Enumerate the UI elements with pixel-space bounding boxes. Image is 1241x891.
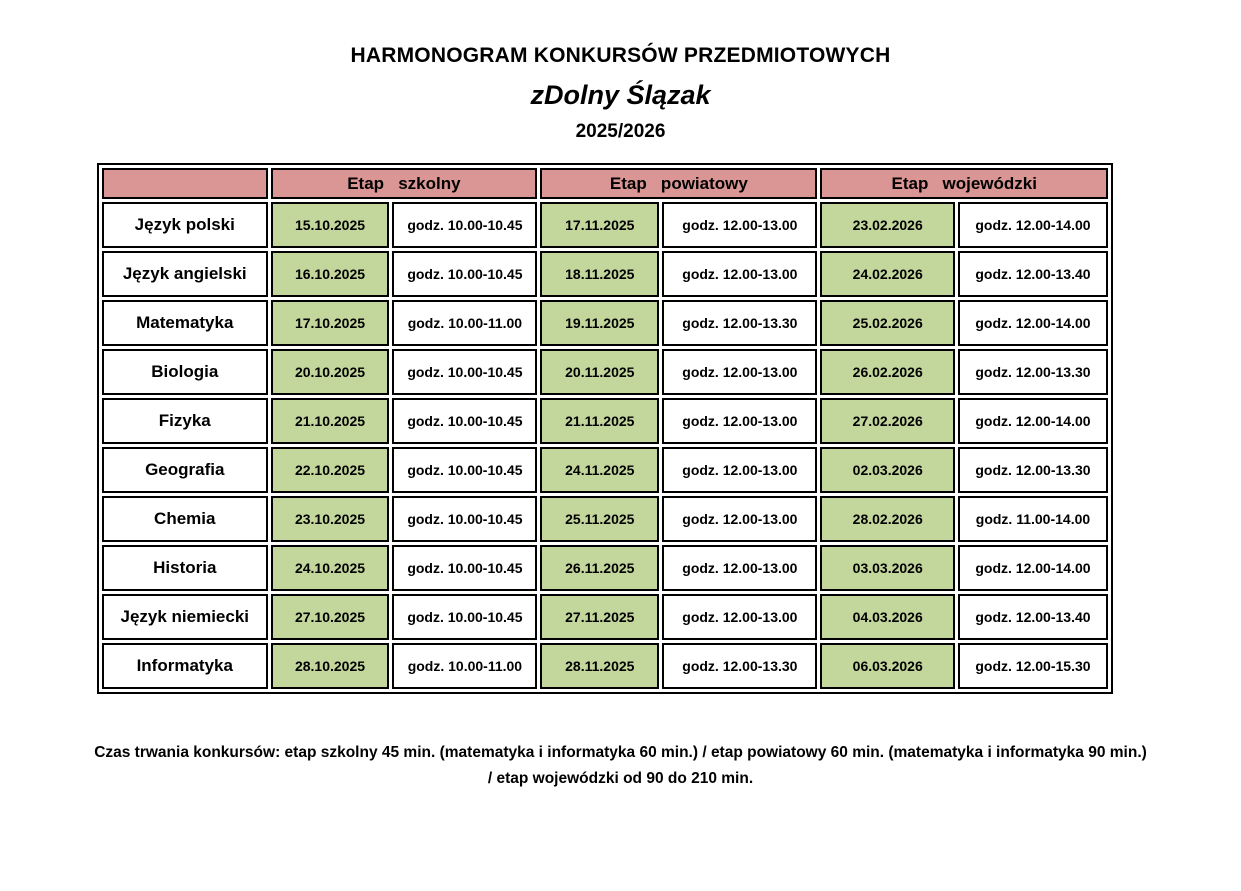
province-date-cell: 25.02.2026	[820, 300, 955, 346]
province-date-cell: 03.03.2026	[820, 545, 955, 591]
table-row: Język polski 15.10.2025 godz. 10.00-10.4…	[102, 202, 1108, 248]
district-date-cell: 24.11.2025	[540, 447, 660, 493]
school-date-cell: 23.10.2025	[270, 496, 390, 542]
document-page: HARMONOGRAM KONKURSÓW PRZEDMIOTOWYCH zDo…	[0, 44, 1241, 792]
heading-block: HARMONOGRAM KONKURSÓW PRZEDMIOTOWYCH zDo…	[0, 44, 1241, 143]
district-date-cell: 17.11.2025	[540, 202, 660, 248]
province-time-cell: godz. 12.00-14.00	[957, 300, 1108, 346]
school-date-cell: 24.10.2025	[270, 545, 390, 591]
subject-cell: Biologia	[102, 349, 268, 395]
district-time-cell: godz. 12.00-13.00	[662, 251, 818, 297]
subject-cell: Język angielski	[102, 251, 268, 297]
province-time-cell: godz. 12.00-14.00	[957, 398, 1108, 444]
district-time-cell: godz. 12.00-13.30	[662, 643, 818, 689]
district-time-cell: godz. 12.00-13.00	[662, 202, 818, 248]
province-date-cell: 06.03.2026	[820, 643, 955, 689]
district-date-cell: 20.11.2025	[540, 349, 660, 395]
province-date-cell: 28.02.2026	[820, 496, 955, 542]
school-time-cell: godz. 10.00-10.45	[392, 496, 538, 542]
province-date-cell: 24.02.2026	[820, 251, 955, 297]
schedule-table: Etap szkolny Etap powiatowy Etap wojewód…	[97, 163, 1113, 694]
district-time-cell: godz. 12.00-13.00	[662, 545, 818, 591]
school-date-cell: 15.10.2025	[270, 202, 390, 248]
province-time-cell: godz. 12.00-13.30	[957, 349, 1108, 395]
table-row: Geografia 22.10.2025 godz. 10.00-10.45 2…	[102, 447, 1108, 493]
subject-cell: Geografia	[102, 447, 268, 493]
table-row: Chemia 23.10.2025 godz. 10.00-10.45 25.1…	[102, 496, 1108, 542]
school-time-cell: godz. 10.00-10.45	[392, 349, 538, 395]
table-row: Fizyka 21.10.2025 godz. 10.00-10.45 21.1…	[102, 398, 1108, 444]
table-row: Historia 24.10.2025 godz. 10.00-10.45 26…	[102, 545, 1108, 591]
district-date-cell: 19.11.2025	[540, 300, 660, 346]
duration-note-line1: Czas trwania konkursów: etap szkolny 45 …	[94, 744, 1147, 761]
duration-note-line2: / etap wojewódzki od 90 do 210 min.	[487, 770, 754, 787]
district-time-cell: godz. 12.00-13.00	[662, 496, 818, 542]
school-date-cell: 27.10.2025	[270, 594, 390, 640]
district-time-cell: godz. 12.00-13.00	[662, 594, 818, 640]
school-date-cell: 17.10.2025	[270, 300, 390, 346]
table-row: Informatyka 28.10.2025 godz. 10.00-11.00…	[102, 643, 1108, 689]
table-row: Język niemiecki 27.10.2025 godz. 10.00-1…	[102, 594, 1108, 640]
school-date-cell: 20.10.2025	[270, 349, 390, 395]
school-time-cell: godz. 10.00-10.45	[392, 545, 538, 591]
province-time-cell: godz. 12.00-13.40	[957, 251, 1108, 297]
school-time-cell: godz. 10.00-11.00	[392, 300, 538, 346]
table-row: Biologia 20.10.2025 godz. 10.00-10.45 20…	[102, 349, 1108, 395]
school-date-cell: 28.10.2025	[270, 643, 390, 689]
province-date-cell: 26.02.2026	[820, 349, 955, 395]
school-date-cell: 21.10.2025	[270, 398, 390, 444]
district-date-cell: 27.11.2025	[540, 594, 660, 640]
school-date-cell: 16.10.2025	[270, 251, 390, 297]
subject-cell: Język niemiecki	[102, 594, 268, 640]
subject-cell: Historia	[102, 545, 268, 591]
province-date-cell: 23.02.2026	[820, 202, 955, 248]
province-time-cell: godz. 12.00-14.00	[957, 545, 1108, 591]
district-date-cell: 28.11.2025	[540, 643, 660, 689]
school-time-cell: godz. 10.00-10.45	[392, 202, 538, 248]
school-time-cell: godz. 10.00-10.45	[392, 398, 538, 444]
province-date-cell: 27.02.2026	[820, 398, 955, 444]
subject-cell: Matematyka	[102, 300, 268, 346]
table-row: Matematyka 17.10.2025 godz. 10.00-11.00 …	[102, 300, 1108, 346]
subject-cell: Chemia	[102, 496, 268, 542]
subject-cell: Fizyka	[102, 398, 268, 444]
school-year: 2025/2026	[575, 121, 666, 142]
province-date-cell: 02.03.2026	[820, 447, 955, 493]
school-time-cell: godz. 10.00-10.45	[392, 594, 538, 640]
corner-cell	[102, 168, 268, 199]
district-time-cell: godz. 12.00-13.00	[662, 398, 818, 444]
province-time-cell: godz. 12.00-13.30	[957, 447, 1108, 493]
school-time-cell: godz. 10.00-10.45	[392, 447, 538, 493]
table-row: Język angielski 16.10.2025 godz. 10.00-1…	[102, 251, 1108, 297]
province-time-cell: godz. 11.00-14.00	[957, 496, 1108, 542]
school-date-cell: 22.10.2025	[270, 447, 390, 493]
stage-header-district: Etap powiatowy	[540, 168, 818, 199]
district-date-cell: 21.11.2025	[540, 398, 660, 444]
school-time-cell: godz. 10.00-11.00	[392, 643, 538, 689]
subject-cell: Informatyka	[102, 643, 268, 689]
province-date-cell: 04.03.2026	[820, 594, 955, 640]
school-time-cell: godz. 10.00-10.45	[392, 251, 538, 297]
district-time-cell: godz. 12.00-13.00	[662, 349, 818, 395]
district-time-cell: godz. 12.00-13.00	[662, 447, 818, 493]
stage-header-province: Etap wojewódzki	[820, 168, 1108, 199]
district-time-cell: godz. 12.00-13.30	[662, 300, 818, 346]
subject-cell: Język polski	[102, 202, 268, 248]
district-date-cell: 18.11.2025	[540, 251, 660, 297]
stage-header-school: Etap szkolny	[270, 168, 538, 199]
province-time-cell: godz. 12.00-15.30	[957, 643, 1108, 689]
page-title: HARMONOGRAM KONKURSÓW PRZEDMIOTOWYCH	[350, 44, 891, 67]
stage-header-row: Etap szkolny Etap powiatowy Etap wojewód…	[102, 168, 1108, 199]
district-date-cell: 26.11.2025	[540, 545, 660, 591]
duration-note: Czas trwania konkursów: etap szkolny 45 …	[0, 740, 1241, 792]
province-time-cell: godz. 12.00-13.40	[957, 594, 1108, 640]
province-time-cell: godz. 12.00-14.00	[957, 202, 1108, 248]
district-date-cell: 25.11.2025	[540, 496, 660, 542]
page-subtitle: zDolny Ślązak	[530, 80, 711, 110]
